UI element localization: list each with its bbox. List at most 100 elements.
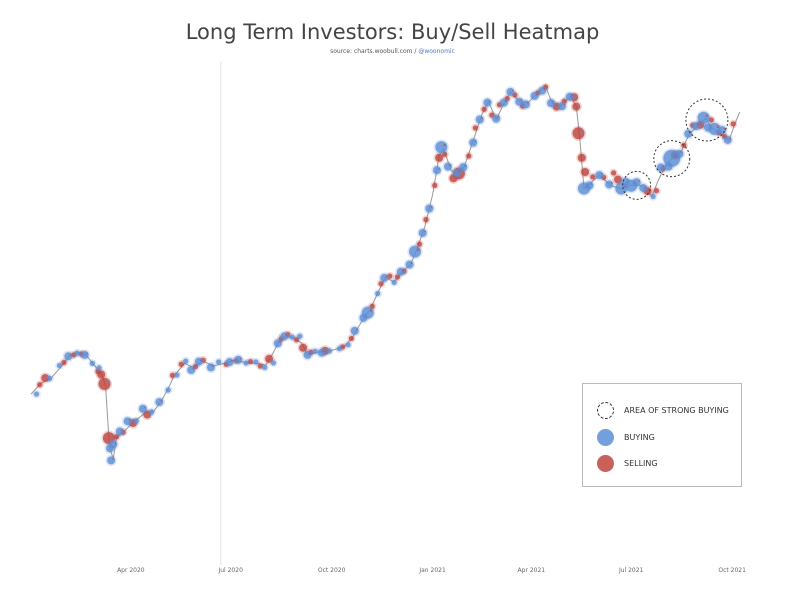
buying-point-speckle <box>563 103 566 106</box>
buying-point <box>56 362 63 369</box>
buying-point-speckle <box>279 341 281 343</box>
x-tick-label: Jul 2020 <box>217 567 243 574</box>
buying-point-speckle <box>697 123 699 126</box>
selling-point <box>611 170 617 176</box>
buying-point-speckle <box>69 353 72 356</box>
buying-point <box>443 162 452 171</box>
selling-point <box>61 359 67 366</box>
selling-point <box>481 106 487 112</box>
selling-point-speckle <box>304 345 307 348</box>
buying-point <box>270 360 277 366</box>
buying-point <box>183 358 189 364</box>
selling-point <box>432 182 438 188</box>
buying-point <box>605 180 614 189</box>
selling-point <box>178 361 184 367</box>
buying-point-speckle <box>144 406 146 409</box>
selling-point <box>581 168 590 177</box>
buying-point <box>253 359 259 365</box>
buying-point-speckle <box>438 167 441 170</box>
buying-point-speckle <box>369 309 373 312</box>
x-tick-label: Jul 2021 <box>618 567 644 574</box>
buying-point <box>723 135 732 144</box>
buying-point-speckle <box>285 333 288 336</box>
selling-point-speckle <box>106 380 110 384</box>
buying-point <box>521 100 530 109</box>
selling-point <box>577 153 586 162</box>
buying-point-speckle <box>610 182 613 184</box>
buying-point <box>89 360 96 366</box>
buying-point-speckle <box>200 359 202 362</box>
selling-point <box>98 377 111 390</box>
buying-point <box>595 171 604 180</box>
strong-buying-ring-icon <box>597 401 614 419</box>
buying-point <box>303 350 312 359</box>
buying-point <box>133 418 139 424</box>
buying-point-speckle <box>729 137 731 140</box>
selling-swatch-icon <box>597 454 614 472</box>
selling-point <box>572 127 585 140</box>
buying-point <box>558 102 567 111</box>
buying-point <box>425 204 434 213</box>
buying-point-speckle <box>662 165 664 168</box>
buying-point <box>418 228 427 237</box>
buying-point <box>225 358 234 367</box>
buying-point-speckle <box>723 127 726 130</box>
buying-point <box>435 141 448 154</box>
selling-point <box>257 363 263 369</box>
buying-point-speckle <box>716 125 720 129</box>
buying-point-speckle <box>527 102 529 104</box>
selling-point <box>590 174 596 180</box>
buying-point-speckle <box>520 99 523 102</box>
buying-point <box>375 290 381 297</box>
buying-swatch-icon <box>597 428 614 446</box>
buying-point <box>506 87 515 96</box>
buying-point <box>459 163 468 172</box>
buying-point <box>469 138 478 147</box>
buying-point <box>475 115 484 124</box>
selling-point <box>348 335 354 342</box>
buying-point <box>684 129 693 138</box>
buying-point-speckle <box>511 89 514 92</box>
buying-point-speckle <box>552 100 555 103</box>
buying-point <box>149 409 155 415</box>
buying-point <box>547 99 556 108</box>
buying-point <box>234 355 243 364</box>
selling-point <box>730 121 736 127</box>
selling-point-speckle <box>577 104 580 107</box>
buying-point-speckle <box>449 164 452 167</box>
selling-point-speckle <box>619 177 622 180</box>
selling-point <box>572 102 581 111</box>
x-axis-ticks: Apr 2020 Jul 2020 Oct 2020 Jan 2021 Apr 2021… <box>117 567 746 574</box>
selling-point-speckle <box>102 372 105 374</box>
buying-point-speckle <box>417 248 420 251</box>
selling-point <box>37 382 43 388</box>
selling-point <box>113 434 120 440</box>
buying-point <box>216 359 222 365</box>
buying-point-speckle <box>590 183 593 185</box>
buying-point-speckle <box>128 418 131 421</box>
legend-selling-label: SELLING <box>624 458 658 468</box>
selling-point <box>708 117 714 123</box>
buying-point <box>297 333 303 339</box>
legend-selling: SELLING <box>597 452 658 474</box>
buying-point-speckle <box>86 352 88 355</box>
selling-point-speckle <box>440 155 443 158</box>
buying-point <box>243 360 249 366</box>
buying-point <box>405 260 414 269</box>
subtitle-handle-link[interactable]: @woonomic <box>418 48 455 55</box>
selling-point <box>472 125 478 131</box>
buying-point <box>585 181 594 190</box>
buying-point <box>345 342 351 348</box>
buying-point <box>639 184 648 193</box>
legend-buying: BUYING <box>597 426 655 448</box>
buying-point-speckle <box>385 275 388 278</box>
buying-point-speckle <box>410 262 413 265</box>
buying-point <box>432 166 441 175</box>
buying-point-speckle <box>239 357 242 360</box>
buying-point <box>280 332 289 341</box>
buying-point <box>317 348 326 357</box>
buying-point <box>206 363 215 372</box>
buying-point <box>33 391 40 397</box>
buying-point <box>326 348 333 354</box>
